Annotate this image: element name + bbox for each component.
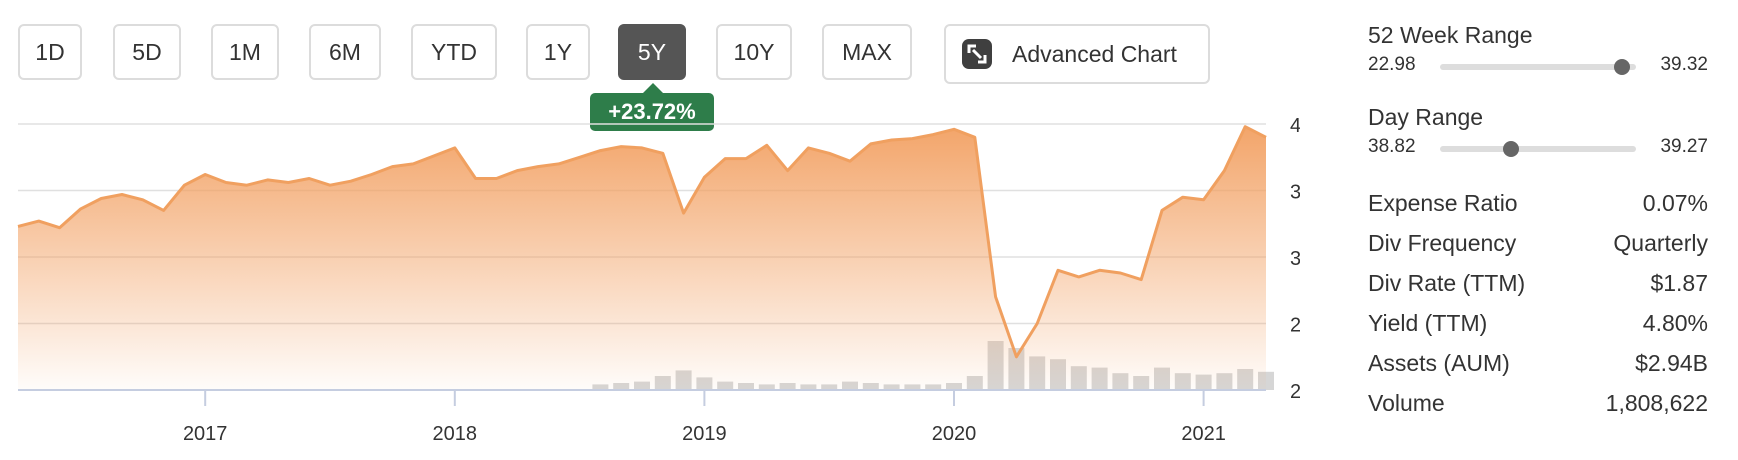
week52-marker <box>1614 59 1631 75</box>
range-button-5d[interactable]: 5D <box>113 24 181 80</box>
range-button-max[interactable]: MAX <box>822 24 912 80</box>
x-tick-label: 2017 <box>183 423 228 445</box>
range-button-6m[interactable]: 6M <box>309 24 381 80</box>
y-tick-label: 30 <box>1290 248 1300 270</box>
price-line <box>17 125 1267 359</box>
stat-row: Yield (TTM) 4.80% <box>1368 304 1708 344</box>
stat-row: Div Frequency Quarterly <box>1368 224 1708 264</box>
stat-row: Assets (AUM) $2.94B <box>1368 344 1708 384</box>
range-button-1m[interactable]: 1M <box>211 24 279 80</box>
day-low: 38.82 <box>1368 136 1416 157</box>
x-tick-label: 2019 <box>682 423 727 445</box>
stats-panel: 52 Week Range 22.98 39.32 Day Range 38.8… <box>1368 22 1708 424</box>
price-area <box>18 126 1266 390</box>
stat-label: Yield (TTM) <box>1368 310 1488 336</box>
change-badge-pointer <box>643 83 663 93</box>
y-tick-label: 40 <box>1290 115 1300 137</box>
y-tick-label: 20 <box>1290 381 1300 403</box>
stat-value: Quarterly <box>1613 230 1708 256</box>
week52-track <box>1440 59 1636 75</box>
range-button-10y[interactable]: 10Y <box>716 24 792 80</box>
x-tick-label: 2020 <box>932 423 977 445</box>
week52-range-title: 52 Week Range <box>1368 22 1533 48</box>
stat-row: Volume 1,808,622 <box>1368 384 1708 424</box>
x-tick-label: 2021 <box>1181 423 1226 445</box>
week52-high: 39.32 <box>1660 54 1708 75</box>
day-range: 38.82 39.27 <box>1368 134 1708 164</box>
day-range-title: Day Range <box>1368 104 1484 130</box>
stat-label: Div Rate (TTM) <box>1368 270 1526 296</box>
week52-low: 22.98 <box>1368 54 1416 75</box>
stat-value: $1.87 <box>1650 270 1708 296</box>
stat-label: Expense Ratio <box>1368 190 1518 216</box>
advanced-chart-button[interactable]: Advanced Chart <box>944 24 1210 84</box>
day-marker <box>1502 141 1519 157</box>
stat-label: Volume <box>1368 390 1445 416</box>
week52-range: 22.98 39.32 <box>1368 52 1708 82</box>
y-tick-label: 35 <box>1290 182 1300 204</box>
range-button-ytd[interactable]: YTD <box>411 24 497 80</box>
range-button-1d[interactable]: 1D <box>18 24 82 80</box>
price-chart: 40 35 30 25 20 2017 2018 2019 2020 2021 <box>17 115 1300 445</box>
y-tick-label: 25 <box>1290 315 1300 337</box>
stat-list: Expense Ratio 0.07% Div Frequency Quarterly… <box>1368 184 1708 424</box>
stat-label: Div Frequency <box>1368 230 1517 256</box>
expand-icon <box>962 39 992 69</box>
stat-value: 0.07% <box>1642 190 1708 216</box>
stat-row: Div Rate (TTM) $1.87 <box>1368 264 1708 304</box>
day-high: 39.27 <box>1660 136 1708 157</box>
range-button-1y[interactable]: 1Y <box>526 24 590 80</box>
stat-value: 4.80% <box>1642 310 1708 336</box>
stat-label: Assets (AUM) <box>1368 350 1510 376</box>
advanced-chart-label: Advanced Chart <box>1012 40 1177 67</box>
stat-value: $2.94B <box>1635 350 1708 376</box>
stat-row: Expense Ratio 0.07% <box>1368 184 1708 224</box>
range-button-5y[interactable]: 5Y <box>618 24 686 80</box>
day-track <box>1440 141 1636 157</box>
x-tick-label: 2018 <box>433 423 478 445</box>
stat-value: 1,808,622 <box>1605 390 1708 416</box>
